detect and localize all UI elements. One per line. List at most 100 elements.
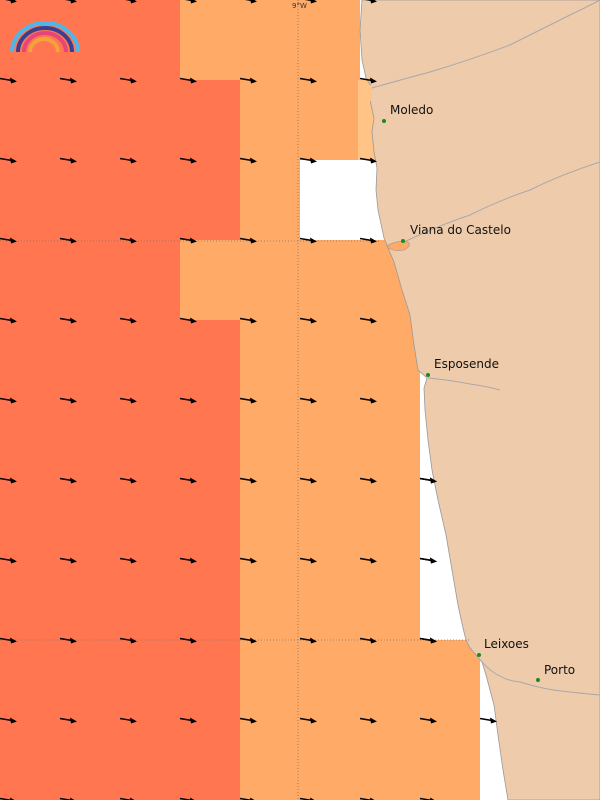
graticule	[0, 0, 470, 800]
wind-arrow-icon	[119, 397, 137, 404]
wind-arrow-icon	[239, 717, 257, 724]
wave-zone	[0, 80, 240, 240]
place-marker-icon	[477, 653, 481, 657]
wind-arrow-icon	[299, 237, 317, 244]
wind-arrow-icon	[179, 317, 197, 324]
wind-arrow-icon	[59, 397, 77, 404]
wind-arrow-icon	[59, 317, 77, 324]
wind-arrow-icon	[0, 477, 17, 484]
wind-arrow-icon	[239, 637, 257, 644]
wind-arrow-icon	[4, 0, 17, 4]
wave-zones	[0, 0, 480, 800]
wind-arrow-icon	[0, 157, 17, 164]
wind-arrow-icon	[0, 77, 17, 84]
wind-arrow-icon	[359, 157, 377, 164]
wave-zone	[240, 320, 420, 640]
wind-arrows	[0, 0, 497, 800]
wind-arrow-icon	[0, 717, 17, 724]
wind-arrow-icon	[359, 77, 377, 84]
wind-arrow-icon	[119, 317, 137, 324]
place-esposende[interactable]: Esposende	[426, 357, 499, 377]
place-leixoes[interactable]: Leixoes	[477, 637, 529, 657]
wind-arrow-icon	[119, 77, 137, 84]
wind-arrow-icon	[179, 637, 197, 644]
wind-arrow-icon	[419, 477, 437, 484]
lima-estuary	[387, 241, 410, 251]
place-porto[interactable]: Porto	[536, 663, 575, 682]
wind-arrow-icon	[244, 0, 257, 4]
wind-arrow-icon	[479, 717, 497, 724]
wind-arrow-icon	[179, 237, 197, 244]
wind-arrow-icon	[179, 557, 197, 564]
wind-arrow-icon	[419, 637, 437, 644]
wind-arrow-icon	[0, 637, 17, 644]
river	[475, 654, 600, 696]
place-label: Moledo	[390, 103, 433, 117]
river	[427, 377, 501, 391]
wave-zone	[0, 240, 180, 320]
minho-estuary	[360, 82, 372, 108]
place-viana[interactable]: Viana do Castelo	[401, 223, 511, 243]
place-label: Esposende	[434, 357, 499, 371]
wind-arrow-icon	[359, 477, 377, 484]
wind-arrow-icon	[179, 477, 197, 484]
wind-arrow-icon	[119, 477, 137, 484]
wind-arrow-icon	[364, 0, 377, 4]
wind-arrow-icon	[179, 397, 197, 404]
wind-arrow-icon	[59, 77, 77, 84]
place-marker-icon	[536, 678, 540, 682]
wind-arrow-icon	[59, 477, 77, 484]
river	[371, 0, 600, 89]
wind-arrow-icon	[239, 317, 257, 324]
logo-arc	[10, 21, 80, 53]
rainbow-logo-icon[interactable]	[10, 21, 80, 53]
wind-arrow-icon	[239, 77, 257, 84]
wind-arrow-icon	[419, 717, 437, 724]
place-marker-icon	[382, 119, 386, 123]
wave-zone	[180, 240, 360, 320]
wind-arrow-icon	[299, 637, 317, 644]
place-markers: Moledo Viana do Castelo Esposende Leixoes Po…	[382, 103, 575, 682]
wind-arrow-icon	[239, 477, 257, 484]
place-label: Viana do Castelo	[410, 223, 511, 237]
wind-arrow-icon	[239, 397, 257, 404]
wind-arrow-icon	[299, 157, 317, 164]
wind-arrow-icon	[359, 717, 377, 724]
wind-arrow-icon	[419, 557, 437, 564]
wind-arrow-icon	[299, 477, 317, 484]
land-coastline	[359, 0, 600, 800]
wind-arrow-icon	[299, 397, 317, 404]
wind-arrow-icon	[59, 237, 77, 244]
wind-arrow-icon	[119, 237, 137, 244]
wind-arrow-icon	[239, 557, 257, 564]
wind-arrow-icon	[124, 0, 137, 4]
logo-arc	[16, 26, 74, 53]
wind-arrow-icon	[119, 637, 137, 644]
wind-arrow-icon	[59, 157, 77, 164]
logo-arc	[22, 31, 68, 53]
wind-arrow-icon	[184, 0, 197, 4]
wave-zone	[0, 640, 240, 800]
place-marker-icon	[426, 373, 430, 377]
wave-zone	[240, 640, 480, 800]
wind-arrow-icon	[0, 237, 17, 244]
wind-arrow-icon	[239, 237, 257, 244]
place-moledo[interactable]: Moledo	[382, 103, 433, 123]
wind-arrow-icon	[64, 0, 77, 4]
logo-arc	[28, 37, 60, 53]
river	[403, 161, 600, 243]
wind-arrow-icon	[359, 637, 377, 644]
wave-zone	[300, 80, 360, 160]
wind-arrow-icon	[0, 397, 17, 404]
wind-arrow-icon	[359, 557, 377, 564]
wind-arrow-icon	[179, 77, 197, 84]
wind-arrow-icon	[0, 557, 17, 564]
wind-arrow-icon	[299, 717, 317, 724]
wind-arrow-icon	[59, 717, 77, 724]
wind-arrow-icon	[299, 557, 317, 564]
wind-arrow-icon	[359, 317, 377, 324]
wind-arrow-icon	[304, 0, 317, 4]
wind-arrow-icon	[179, 157, 197, 164]
